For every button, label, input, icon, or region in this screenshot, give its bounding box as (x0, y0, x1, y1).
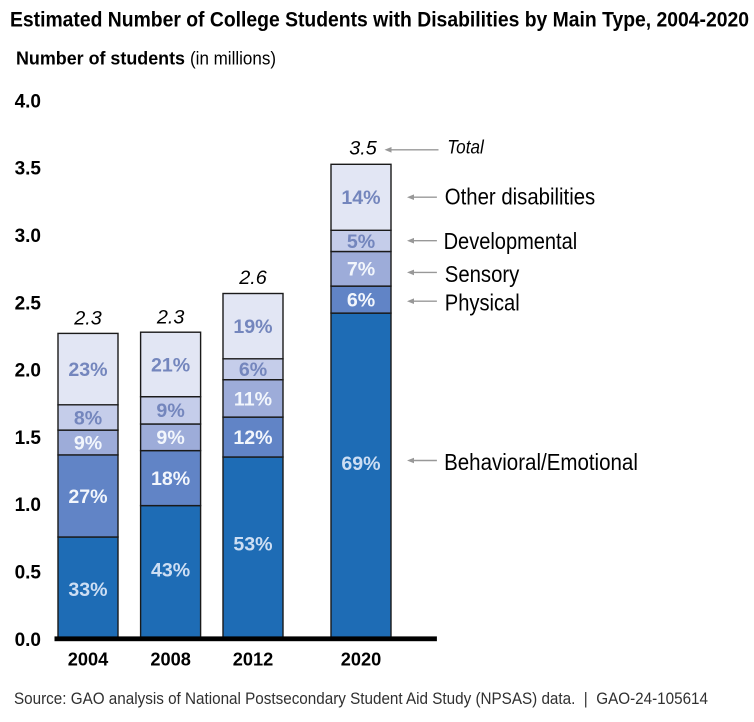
svg-text:21%: 21% (151, 354, 190, 376)
svg-text:12%: 12% (233, 427, 272, 449)
svg-text:2.3: 2.3 (156, 307, 185, 329)
svg-text:27%: 27% (68, 486, 107, 508)
svg-text:Sensory: Sensory (445, 261, 520, 287)
svg-text:11%: 11% (234, 388, 272, 410)
svg-text:Physical: Physical (445, 290, 520, 316)
svg-text:2012: 2012 (233, 650, 273, 670)
svg-text:3.5: 3.5 (349, 138, 377, 160)
svg-text:9%: 9% (74, 432, 102, 454)
svg-text:1.0: 1.0 (15, 495, 41, 516)
svg-text:53%: 53% (233, 534, 272, 556)
svg-text:3.0: 3.0 (15, 226, 41, 247)
svg-text:4.0: 4.0 (15, 91, 41, 112)
svg-text:0.0: 0.0 (15, 630, 41, 651)
svg-text:2.6: 2.6 (238, 267, 267, 289)
svg-text:8%: 8% (74, 407, 102, 429)
svg-text:Behavioral/Emotional: Behavioral/Emotional (444, 449, 638, 475)
svg-text:2004: 2004 (68, 650, 109, 670)
svg-text:2.5: 2.5 (15, 293, 42, 314)
svg-text:69%: 69% (341, 453, 380, 475)
svg-text:19%: 19% (233, 316, 272, 338)
svg-text:2.3: 2.3 (73, 308, 102, 330)
svg-text:14%: 14% (341, 187, 380, 209)
svg-text:2008: 2008 (150, 650, 190, 670)
svg-text:7%: 7% (347, 259, 375, 281)
svg-text:Number of students: Number of students (16, 49, 185, 69)
svg-text:23%: 23% (68, 359, 107, 381)
svg-text:6%: 6% (239, 359, 267, 381)
svg-text:33%: 33% (68, 579, 107, 601)
svg-text:3.5: 3.5 (15, 159, 42, 180)
svg-text:2.0: 2.0 (15, 361, 41, 382)
svg-text:0.5: 0.5 (15, 563, 42, 584)
svg-text:9%: 9% (156, 400, 184, 422)
svg-text:5%: 5% (347, 231, 375, 253)
svg-text:Developmental: Developmental (444, 228, 578, 254)
svg-text:(in millions): (in millions) (190, 49, 276, 69)
svg-text:43%: 43% (151, 559, 190, 581)
svg-text:18%: 18% (151, 468, 190, 490)
svg-text:Total: Total (447, 138, 484, 159)
svg-text:2020: 2020 (341, 650, 381, 670)
svg-text:Other disabilities: Other disabilities (445, 184, 595, 210)
svg-text:1.5: 1.5 (15, 428, 42, 449)
svg-text:6%: 6% (347, 290, 375, 312)
svg-text:Source: GAO analysis of Nation: Source: GAO analysis of National Postsec… (14, 689, 708, 708)
svg-text:Estimated Number of College St: Estimated Number of College Students wit… (10, 8, 749, 31)
svg-text:9%: 9% (156, 427, 184, 449)
